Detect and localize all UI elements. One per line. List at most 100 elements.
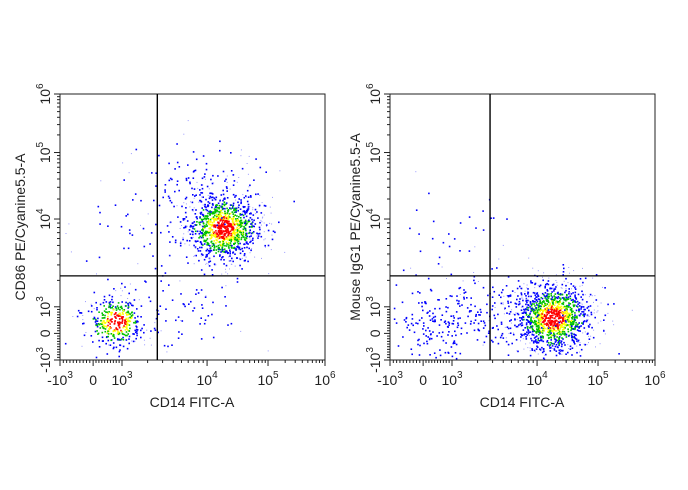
event-dot (569, 348, 572, 350)
event-dot (542, 309, 544, 311)
event-dot (100, 323, 102, 325)
event-dot (561, 333, 564, 335)
event-dot (427, 327, 429, 329)
event-dot (112, 301, 114, 304)
event-dot (533, 312, 535, 314)
event-dot (588, 326, 590, 328)
event-dot (520, 297, 522, 299)
event-dot (213, 182, 215, 184)
event-dot (538, 317, 540, 320)
event-dot (557, 327, 559, 330)
event-dot (567, 328, 569, 330)
event-dot (553, 343, 555, 345)
event-dot (223, 204, 226, 207)
event-dot (581, 290, 583, 293)
event-dot (221, 217, 223, 219)
event-dot (528, 314, 530, 317)
event-dot (565, 277, 567, 280)
event-dot (588, 342, 589, 344)
event-dot (467, 315, 469, 318)
event-dot (545, 303, 547, 306)
event-dot (199, 216, 201, 218)
event-dot (82, 322, 84, 325)
event-dot (117, 321, 119, 324)
event-dot (190, 201, 191, 203)
event-dot (215, 245, 218, 248)
event-dot (459, 317, 461, 319)
event-dot (432, 312, 434, 315)
event-dot (136, 334, 138, 337)
event-dot (557, 342, 559, 344)
event-dot (563, 322, 566, 324)
event-dot (574, 296, 576, 298)
event-dot (230, 322, 233, 325)
event-dot (257, 193, 259, 195)
event-dot (175, 319, 177, 322)
event-dot (508, 295, 511, 297)
event-dot (437, 263, 440, 265)
event-dot (114, 312, 117, 315)
event-dot (187, 262, 189, 264)
event-dot (582, 322, 584, 324)
event-dot (547, 297, 550, 299)
event-dot (127, 329, 129, 331)
event-dot (123, 179, 125, 181)
event-dot (110, 333, 113, 335)
event-dot (460, 327, 463, 330)
event-dot (252, 237, 254, 240)
event-dot (562, 317, 565, 319)
event-dot (578, 305, 581, 307)
event-dot (534, 323, 536, 326)
event-dot (226, 228, 229, 230)
event-dot (557, 313, 560, 316)
event-dot (252, 207, 254, 209)
event-dot (546, 344, 549, 346)
event-dot (547, 301, 550, 303)
event-dot (557, 301, 560, 303)
event-dot (243, 221, 246, 223)
event-dot (187, 120, 189, 122)
event-dot (200, 317, 202, 319)
event-dot (570, 299, 573, 301)
event-dot (549, 344, 551, 346)
event-dot (530, 307, 532, 310)
event-dot (160, 330, 162, 332)
event-dot (435, 356, 437, 359)
event-dot (135, 331, 137, 334)
event-dot (105, 311, 107, 313)
event-dot (504, 307, 506, 310)
event-dot (547, 342, 550, 344)
plot-igg1-vs-cd14: CD14 FITC-A Mouse IgG1 PE/Cyanine5.5-A -… (347, 83, 666, 410)
event-dot (224, 251, 227, 253)
event-dot (551, 308, 554, 311)
event-dot (456, 295, 458, 297)
event-dot (546, 298, 548, 300)
event-dot (520, 287, 521, 289)
event-dot (536, 292, 539, 294)
event-dot (545, 324, 548, 327)
event-dot (174, 239, 177, 242)
event-dot (112, 335, 114, 337)
event-dot (462, 280, 464, 282)
event-dot (224, 232, 226, 235)
event-dot (219, 254, 221, 256)
event-dot (216, 232, 219, 235)
event-dot (546, 295, 549, 297)
event-dot (186, 239, 188, 242)
event-dot (551, 291, 553, 293)
event-dot (570, 283, 572, 285)
event-dot (587, 325, 590, 327)
event-dot (216, 224, 219, 227)
event-dot (524, 293, 526, 295)
event-dot (426, 342, 429, 345)
event-dot (246, 196, 248, 198)
event-dot (128, 324, 131, 326)
event-dot (552, 304, 554, 307)
event-dot (555, 274, 557, 276)
event-dot (575, 285, 577, 287)
event-dot (542, 317, 544, 320)
event-dot (180, 241, 182, 243)
event-dot (232, 218, 235, 220)
event-dot (191, 230, 193, 233)
event-dot (224, 296, 226, 298)
